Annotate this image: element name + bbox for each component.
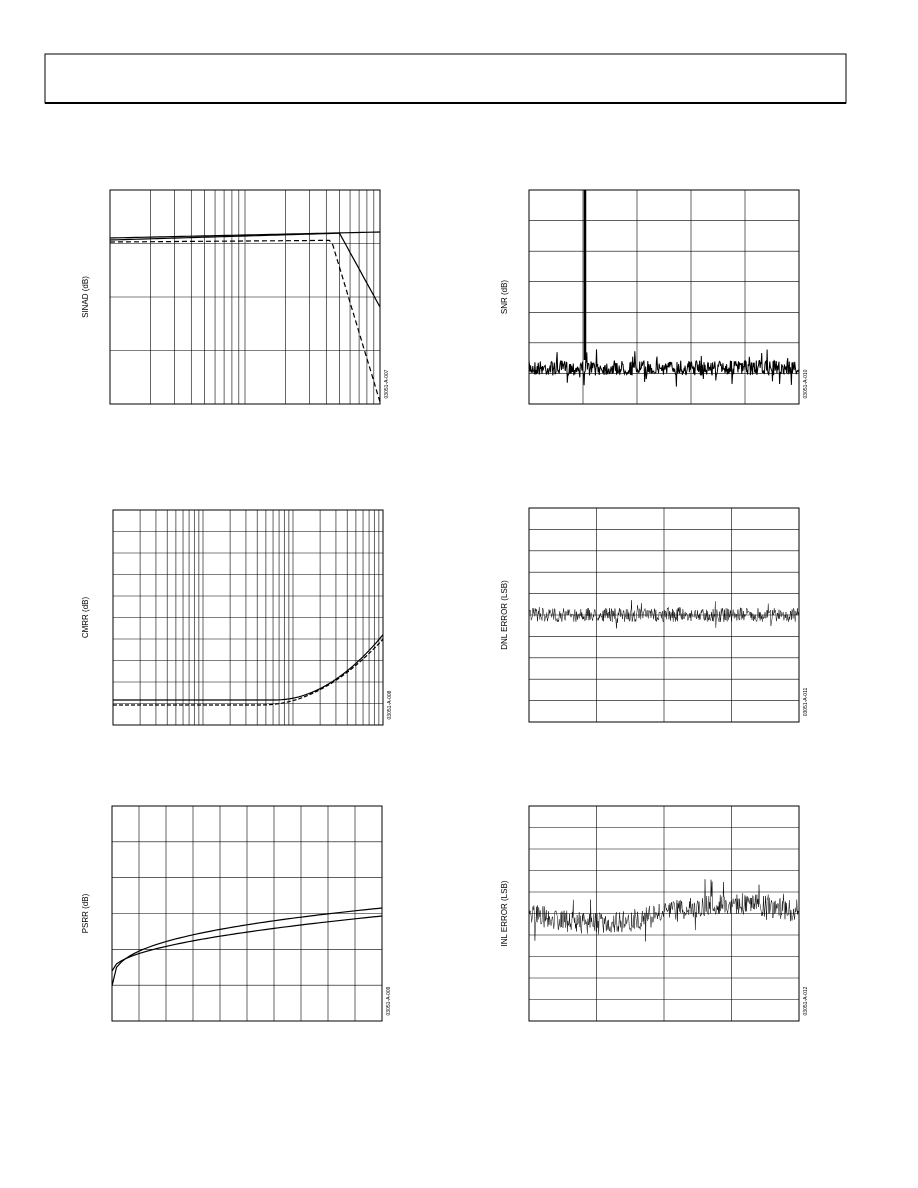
chart: SINAD (dB) 03051-A-007 <box>81 189 390 405</box>
chart: INL ERROR (LSB) 03051-A-012 <box>500 805 809 1022</box>
plot-frame <box>528 507 800 723</box>
plot-frame <box>111 805 383 1022</box>
figure-code: 03051-A-012 <box>803 986 809 1015</box>
y-axis-label: SNR (dB) <box>500 280 509 315</box>
chart: PSRR (dB) 03051-A-009 <box>81 805 392 1022</box>
trace <box>111 915 383 972</box>
trace <box>113 638 384 706</box>
figure-code: 03051-A-009 <box>386 986 392 1015</box>
chart: DNL ERROR (LSB) 03051-A-011 <box>500 507 809 723</box>
y-axis-label: SINAD (dB) <box>81 276 90 318</box>
figure-code: 03051-A-011 <box>803 688 809 717</box>
plot-frame <box>109 189 381 405</box>
trace <box>111 907 383 987</box>
plot-frame <box>528 805 800 1022</box>
y-axis-label: CMRR (dB) <box>81 597 90 639</box>
plot-frame <box>528 189 800 405</box>
trace <box>110 239 381 403</box>
trace <box>109 232 381 308</box>
figure-code: 03051-A-008 <box>387 690 393 719</box>
trace <box>528 600 800 629</box>
y-axis-label: PSRR (dB) <box>81 893 90 933</box>
trace <box>113 634 384 701</box>
trace <box>528 349 800 387</box>
y-axis-label: DNL ERROR (LSB) <box>500 580 509 650</box>
charts: SINAD (dB) 03051-A-007 SNR (dB) 03051-A-010… <box>81 189 809 1022</box>
figure-code: 03051-A-010 <box>803 369 809 398</box>
figure-code: 03051-A-007 <box>384 369 390 398</box>
chart: CMRR (dB) 03051-A-008 <box>81 509 393 726</box>
y-axis-label: INL ERROR (LSB) <box>500 880 509 946</box>
chart: SNR (dB) 03051-A-010 <box>500 189 809 405</box>
plot-frame <box>112 509 384 726</box>
trace <box>528 879 800 942</box>
header-box <box>44 53 847 104</box>
